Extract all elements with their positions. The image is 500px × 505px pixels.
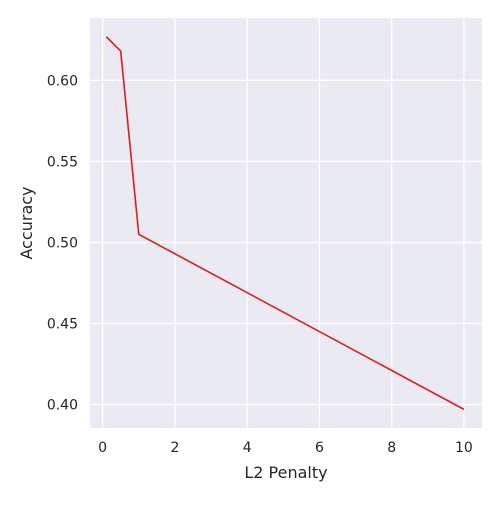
x-tick-label: 8 bbox=[387, 440, 396, 456]
x-tick-label: 4 bbox=[243, 440, 252, 456]
x-tick-label: 2 bbox=[170, 440, 179, 456]
y-tick-label: 0.50 bbox=[47, 235, 78, 251]
series-layer bbox=[105, 36, 465, 411]
x-axis-ticks: 0 2 4 6 8 10 bbox=[98, 440, 473, 456]
y-axis-label: Accuracy bbox=[17, 186, 36, 259]
x-tick-label: 0 bbox=[98, 440, 107, 456]
plot-background bbox=[90, 18, 482, 428]
y-tick-label: 0.60 bbox=[47, 73, 78, 89]
y-tick-label: 0.55 bbox=[47, 154, 78, 170]
y-axis-ticks: 0.40 0.45 0.50 0.55 0.60 bbox=[47, 73, 78, 413]
x-tick-label: 6 bbox=[315, 440, 324, 456]
y-tick-label: 0.40 bbox=[47, 398, 78, 414]
x-axis-label: L2 Penalty bbox=[244, 463, 327, 482]
y-tick-label: 0.45 bbox=[47, 316, 78, 332]
grid bbox=[90, 18, 482, 428]
x-tick-label: 10 bbox=[455, 440, 473, 456]
series-line bbox=[105, 36, 465, 411]
